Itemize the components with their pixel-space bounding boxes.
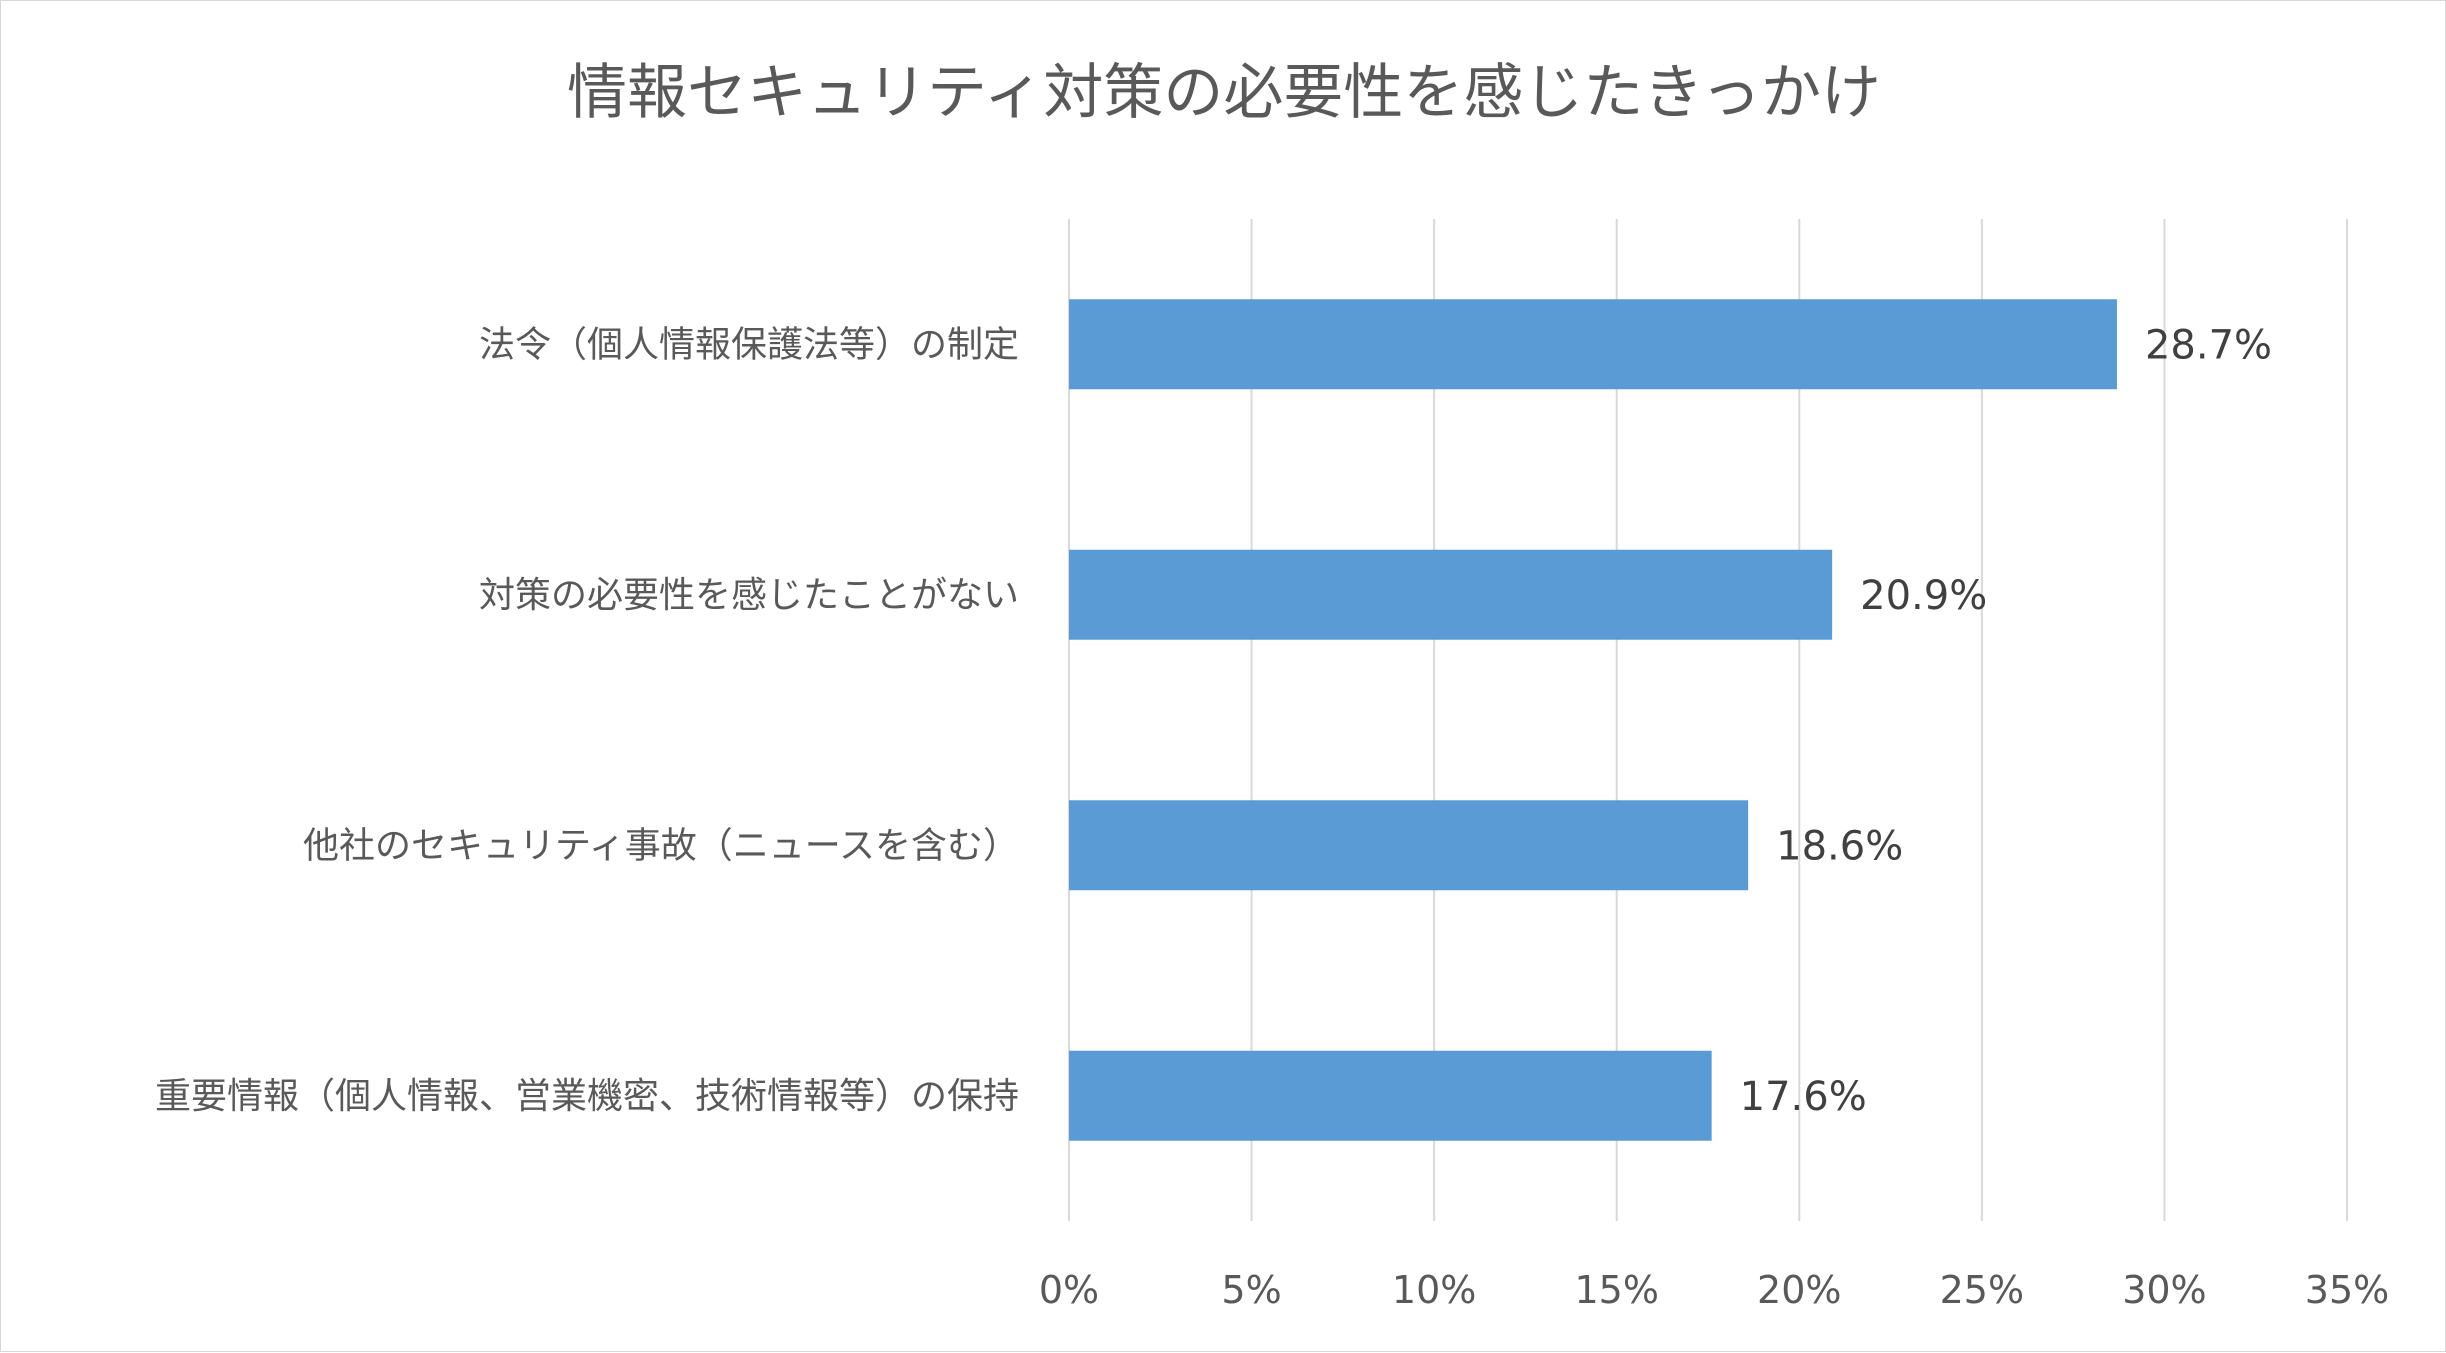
chart-title: 情報セキュリティ対策の必要性を感じたきっかけ	[567, 58, 1881, 128]
x-tick-label: 35%	[2305, 1268, 2389, 1312]
x-tick-label: 15%	[1574, 1268, 1658, 1312]
data-label: 17.6%	[1740, 1074, 1867, 1120]
x-tick-label: 10%	[1392, 1268, 1476, 1312]
bars	[1069, 299, 2117, 1141]
bar	[1069, 1050, 1712, 1141]
data-label: 20.9%	[1860, 573, 1987, 619]
data-label: 18.6%	[1776, 823, 1903, 869]
category-label: 対策の必要性を感じたことがない	[479, 575, 1019, 616]
bar	[1069, 549, 1833, 640]
x-tick-label: 5%	[1221, 1268, 1281, 1312]
bar	[1069, 299, 2117, 390]
x-tick-label: 20%	[1757, 1268, 1841, 1312]
category-label: 他社のセキュリティ事故（ニュースを含む）	[303, 825, 1019, 866]
x-tick-label: 30%	[2122, 1268, 2206, 1312]
x-tick-label: 0%	[1039, 1268, 1099, 1312]
data-label: 28.7%	[2145, 322, 2272, 368]
x-tick-label: 25%	[1940, 1268, 2024, 1312]
category-label: 重要情報（個人情報、営業機密、技術情報等）の保持	[155, 1076, 1019, 1117]
bar	[1069, 800, 1749, 891]
labels: 0% 5% 10% 15% 20% 25% 30% 35% 28.7% 法令（個人情報保護法等）の…	[155, 322, 2389, 1312]
category-label: 法令（個人情報保護法等）の制定	[479, 324, 1019, 365]
